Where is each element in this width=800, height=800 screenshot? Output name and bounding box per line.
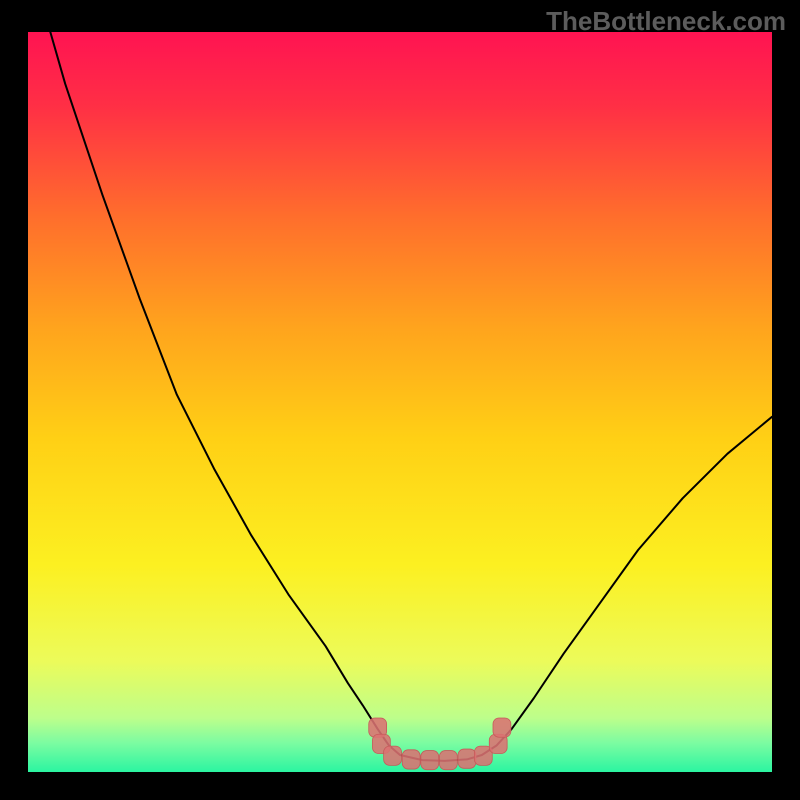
chart-container: TheBottleneck.com — [0, 0, 800, 800]
plot-area — [28, 32, 772, 772]
gradient-background — [28, 32, 772, 772]
watermark-text: TheBottleneck.com — [546, 6, 786, 37]
